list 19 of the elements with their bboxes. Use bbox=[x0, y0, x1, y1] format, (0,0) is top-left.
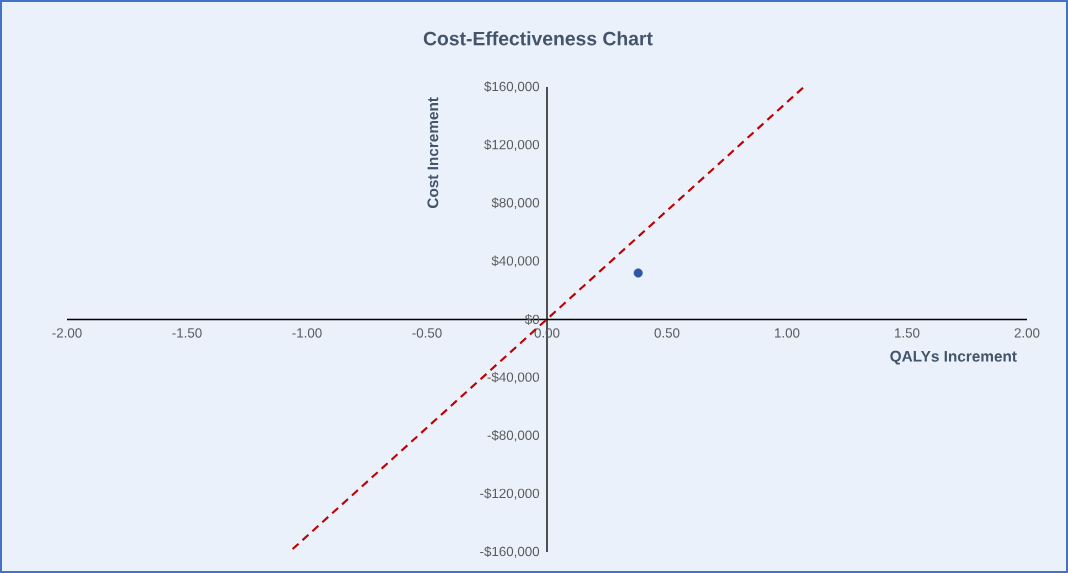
y-axis-title: Cost Increment bbox=[427, 97, 439, 209]
y-tick-label: -$40,000 bbox=[487, 371, 540, 384]
x-tick-label: -1.00 bbox=[292, 328, 322, 338]
x-tick-label: -0.50 bbox=[412, 328, 442, 338]
y-tick-label: -$160,000 bbox=[480, 546, 540, 558]
y-tick-label: $120,000 bbox=[484, 139, 540, 151]
x-tick-label: 1.00 bbox=[775, 328, 800, 338]
x-tick-label: 2.00 bbox=[1014, 328, 1040, 338]
x-tick-label: 0.50 bbox=[654, 328, 680, 338]
y-tick-label: $80,000 bbox=[491, 197, 540, 210]
y-tick-label: -$80,000 bbox=[487, 429, 540, 442]
x-tick-label: 1.50 bbox=[895, 328, 920, 338]
y-tick-label: $40,000 bbox=[491, 255, 540, 268]
y-tick-label: $160,000 bbox=[484, 81, 540, 93]
chart-title: Cost-Effectiveness Chart bbox=[423, 31, 653, 46]
x-axis-title: QALYs Increment bbox=[890, 350, 1017, 365]
x-tick-label: -2.00 bbox=[52, 328, 82, 338]
x-tick-label: -1.50 bbox=[172, 328, 202, 338]
y-tick-label: -$120,000 bbox=[480, 488, 540, 500]
